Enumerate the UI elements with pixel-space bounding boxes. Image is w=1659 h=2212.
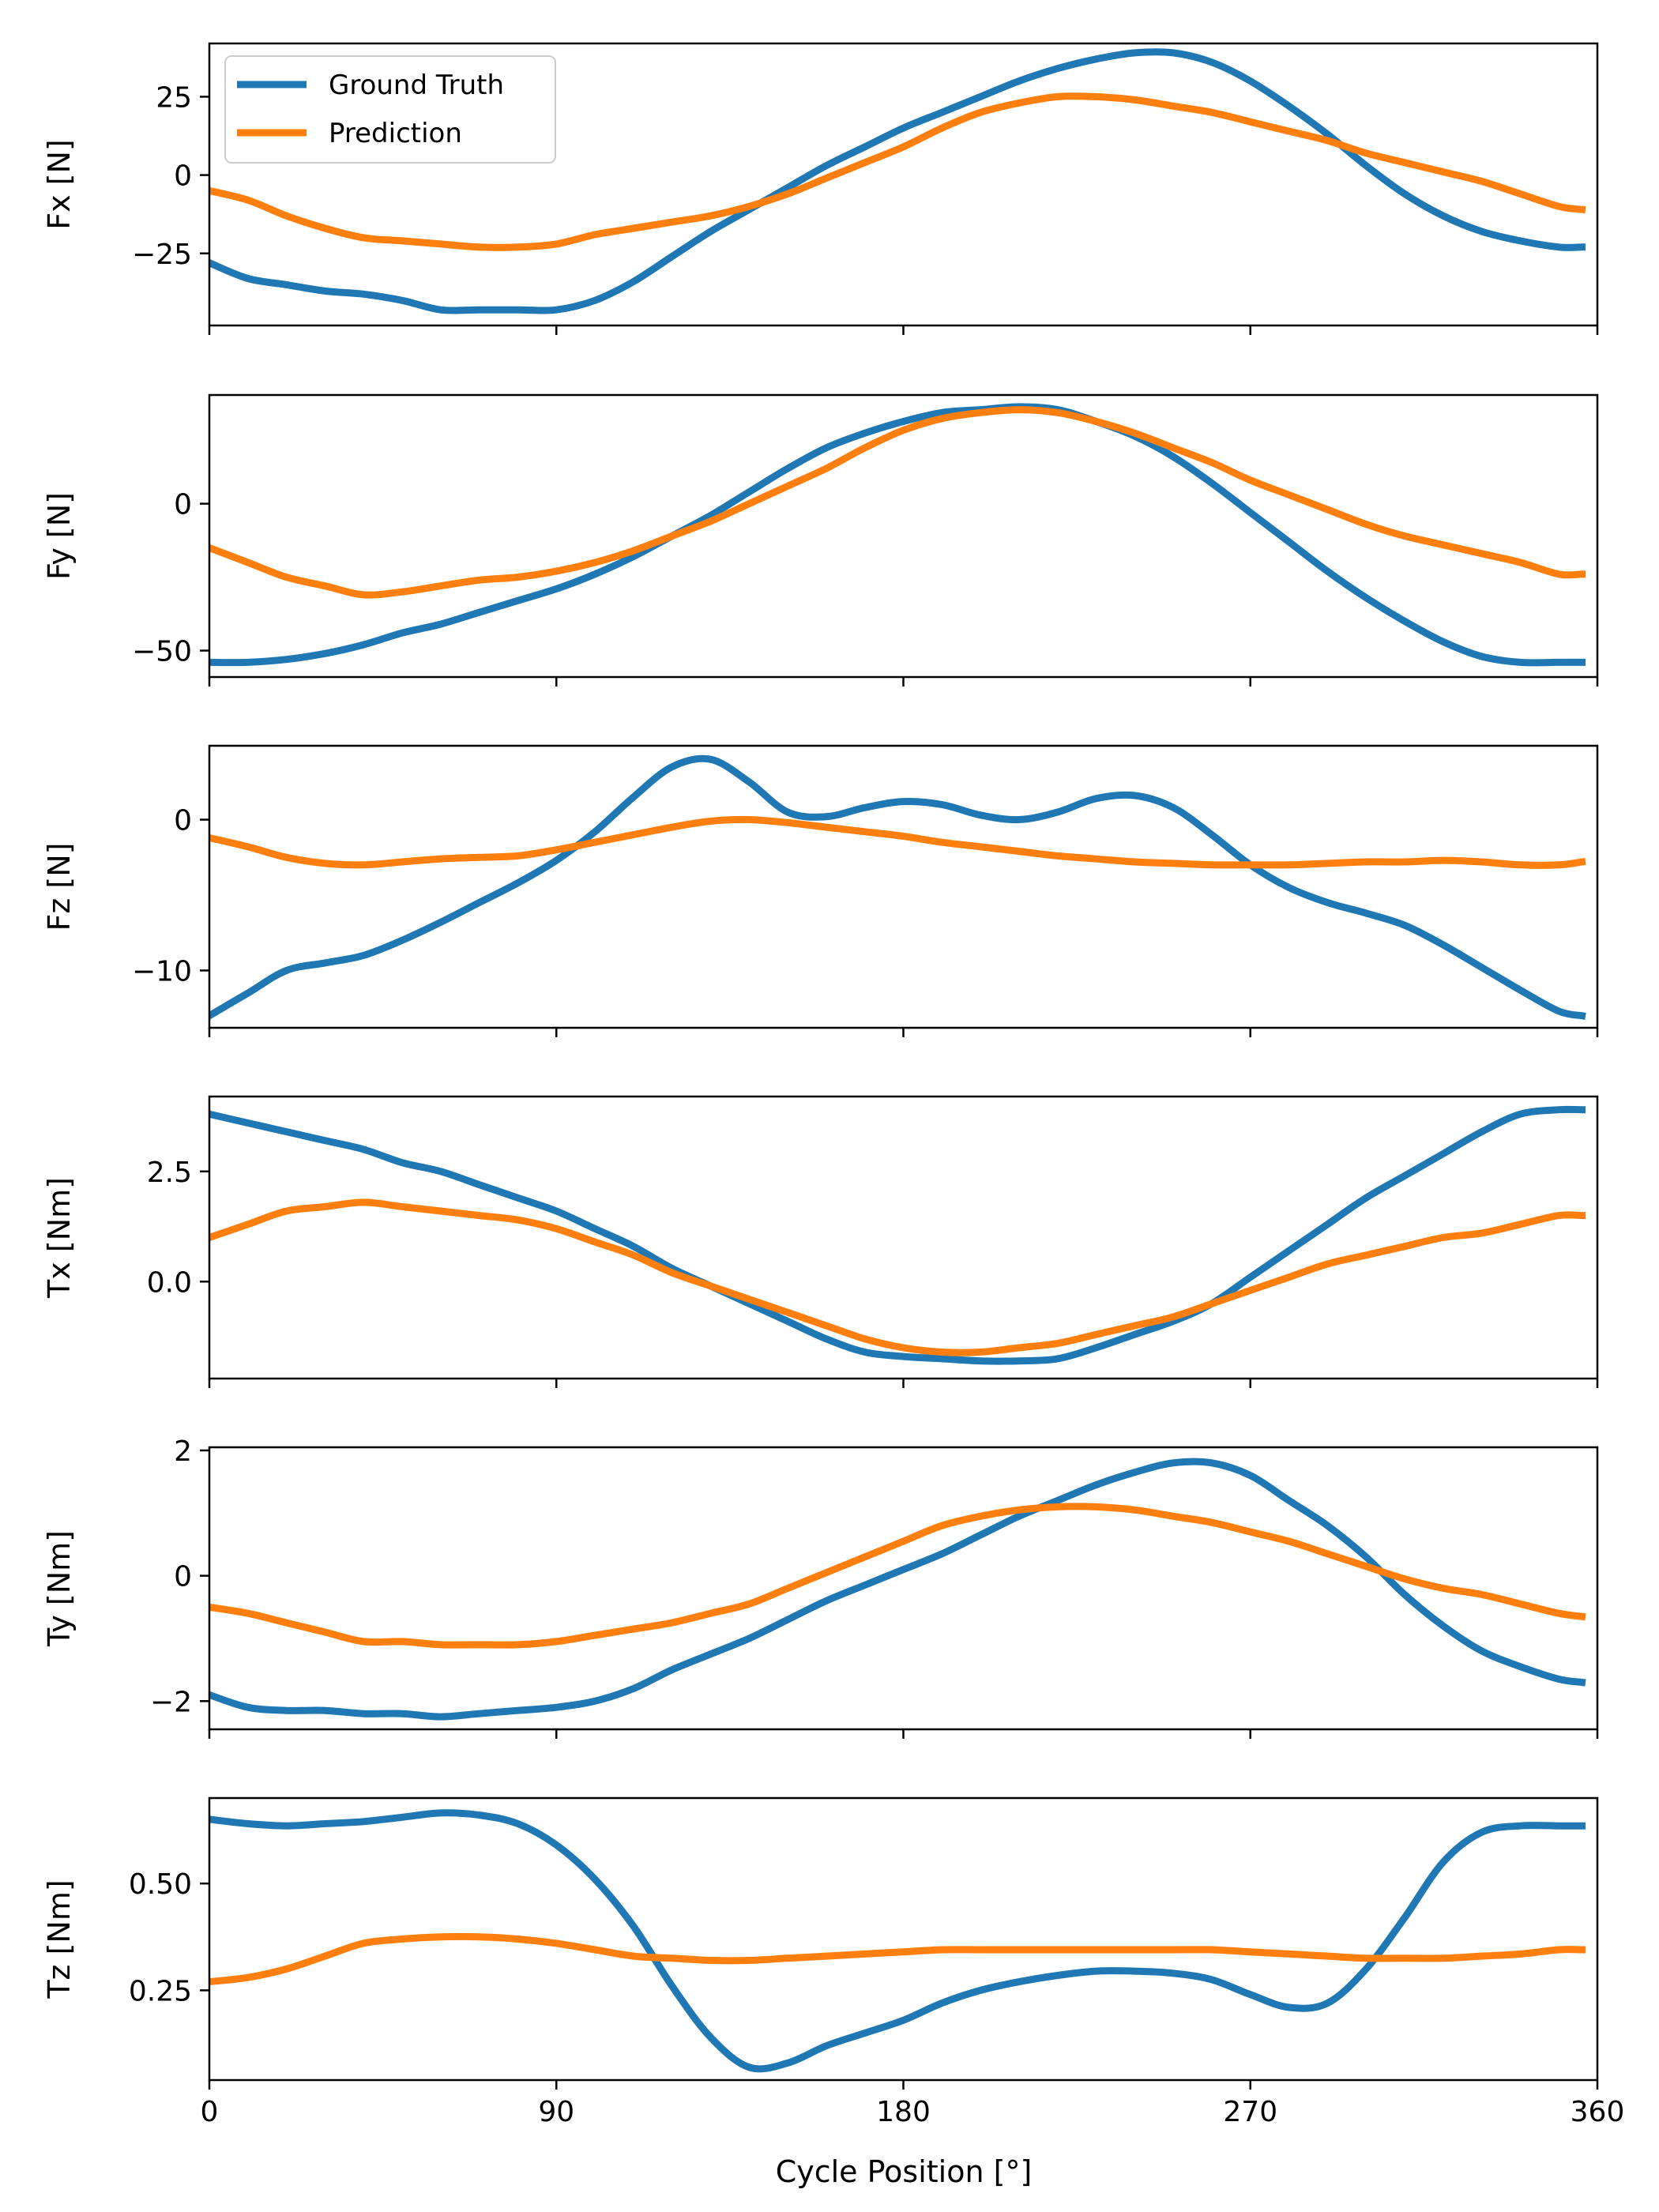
y-tick-label: 2.5 xyxy=(147,1157,192,1189)
series-line-ground-truth xyxy=(209,403,1586,667)
series-line-ground-truth xyxy=(209,754,1586,1020)
y-tick-label: −2 xyxy=(150,1686,192,1718)
axes-frame xyxy=(208,1446,1599,1731)
y-tick-label: 0.50 xyxy=(129,1868,192,1901)
subplot-tx: 0.0 2.5 Tx [Nm] xyxy=(42,1095,1599,1388)
subplots: −25 0 25 Fx [N] −50 0 Fy [N] −10 0 Fz [N] 0.0 2.5 Tx… xyxy=(42,42,1625,2128)
subplot-fy: −50 0 Fy [N] xyxy=(42,393,1599,687)
legend-entry: Ground Truth xyxy=(329,70,504,101)
legend-entry: Prediction xyxy=(329,118,462,149)
axes-frame xyxy=(208,1095,1599,1380)
y-tick-label: 0 xyxy=(174,1561,192,1593)
series-line-ground-truth xyxy=(209,1809,1586,2073)
y-tick-label: −50 xyxy=(132,636,192,668)
series-line-prediction xyxy=(209,1198,1586,1356)
y-tick-label: −10 xyxy=(132,955,192,988)
y-tick-label: 2 xyxy=(174,1435,192,1468)
series-line-prediction xyxy=(209,815,1586,869)
y-axis-label: Tz [Nm] xyxy=(42,1879,77,1999)
y-tick-label: 0 xyxy=(174,160,192,193)
y-axis-label: Fy [N] xyxy=(42,492,77,580)
legend: Ground Truth Prediction xyxy=(224,55,556,164)
x-axis-label: Cycle Position [°] xyxy=(776,2154,1033,2189)
series-line-ground-truth xyxy=(209,1105,1586,1365)
y-tick-label: 0.25 xyxy=(129,1975,192,2007)
x-tick-label: 180 xyxy=(876,2096,931,2128)
y-tick-label: 25 xyxy=(156,81,192,114)
y-tick-label: 0.0 xyxy=(147,1266,192,1299)
subplot-fx: −25 0 25 Fx [N] xyxy=(42,42,1599,335)
y-axis-label: Tx [Nm] xyxy=(42,1177,77,1299)
series-line-prediction xyxy=(209,1503,1586,1649)
series-line-ground-truth xyxy=(209,48,1586,314)
x-tick-label: 270 xyxy=(1223,2096,1277,2128)
y-axis-label: Fz [N] xyxy=(42,843,77,931)
series-line-prediction xyxy=(209,92,1586,251)
x-tick-label: 360 xyxy=(1571,2096,1625,2128)
subplot-fz: −10 0 Fz [N] xyxy=(42,744,1599,1037)
axes-frame xyxy=(208,744,1599,1029)
subplot-tz: 0.25 0.50 0 90 180 270 360 Tz [Nm] xyxy=(42,1796,1625,2128)
subplot-ty: −2 0 2 Ty [Nm] xyxy=(42,1435,1599,1739)
y-axis-label: Ty [Nm] xyxy=(42,1530,77,1647)
x-tick-label: 90 xyxy=(538,2096,574,2128)
series-line-prediction xyxy=(209,406,1586,599)
series-line-prediction xyxy=(209,1932,1586,1986)
y-tick-label: 0 xyxy=(174,805,192,837)
y-tick-label: −25 xyxy=(132,239,192,271)
x-tick-label: 0 xyxy=(201,2096,219,2128)
y-tick-label: 0 xyxy=(174,489,192,521)
legend-frame xyxy=(224,55,556,164)
series-line-ground-truth xyxy=(209,1458,1586,1721)
y-axis-label: Fx [N] xyxy=(42,139,77,230)
axes-frame xyxy=(208,393,1599,679)
